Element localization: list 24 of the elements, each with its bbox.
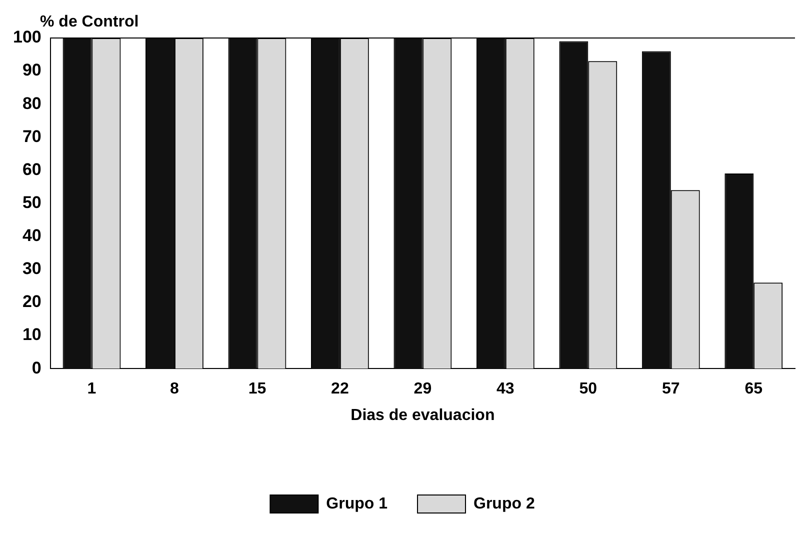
y-tick-label: 90 <box>22 60 42 80</box>
y-tick-label: 10 <box>22 325 42 344</box>
y-axis-title: % de Control <box>40 13 139 30</box>
x-tick-label: 8 <box>170 380 180 398</box>
legend-label: Grupo 2 <box>474 495 535 512</box>
y-tick-label: 50 <box>22 192 42 212</box>
x-tick-label: 43 <box>496 380 514 398</box>
y-tick-label: 70 <box>22 126 42 146</box>
x-tick-label: 57 <box>662 380 680 398</box>
y-tick-label: 80 <box>22 94 42 113</box>
x-tick-label: 22 <box>331 380 349 398</box>
y-tick-label: 30 <box>22 259 42 278</box>
x-tick-label: 29 <box>414 380 432 398</box>
y-tick-label: 100 <box>12 28 42 47</box>
x-tick-label: 65 <box>744 380 763 398</box>
x-tick-label: 50 <box>579 380 598 398</box>
x-axis-title: Dias de evaluacion <box>350 406 495 424</box>
x-tick-label: 15 <box>248 380 266 398</box>
y-tick-label: 40 <box>22 226 42 246</box>
legend-label: Grupo 1 <box>326 495 388 512</box>
x-tick-label: 1 <box>87 380 96 398</box>
y-tick-label: 60 <box>22 160 42 179</box>
y-tick-label: 0 <box>32 358 42 378</box>
y-tick-label: 20 <box>22 292 42 312</box>
